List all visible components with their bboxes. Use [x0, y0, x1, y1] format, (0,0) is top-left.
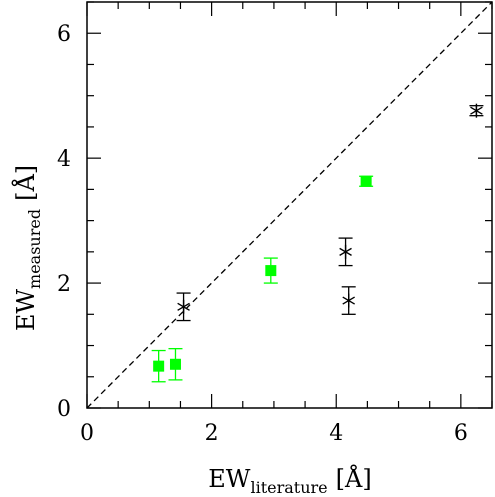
y-axis-title-group: EWmeasured [Å]	[11, 165, 44, 331]
square-marker	[153, 360, 165, 372]
x-tick-label: 2	[205, 421, 219, 446]
axis-ticks: 0 2 4 6 0 2 4 6	[57, 1, 493, 446]
asterisk-stroke	[339, 247, 352, 256]
x-tick-label: 4	[329, 421, 343, 446]
data-point-square	[151, 349, 166, 383]
data-point-square	[168, 348, 183, 381]
y-tick-label: 0	[57, 397, 71, 422]
data-markers	[151, 103, 484, 383]
square-marker	[169, 358, 181, 370]
asterisk-stroke	[342, 296, 355, 305]
x-tick-label: 0	[80, 421, 94, 446]
x-tick-label: 6	[454, 421, 468, 446]
x-axis-title-main: EW	[208, 465, 251, 493]
data-point-asterisk	[338, 237, 353, 267]
plot-area	[86, 1, 493, 409]
y-axis-title-sub: measured	[25, 209, 44, 289]
x-axis-title-sub: literature	[250, 478, 327, 497]
square-marker	[360, 175, 372, 187]
y-tick-label: 4	[57, 147, 71, 172]
y-tick-label: 6	[57, 22, 71, 47]
one-to-one-reference-line	[86, 1, 493, 409]
y-axis-title: EWmeasured [Å]	[11, 165, 44, 331]
y-axis-title-unit: [Å]	[11, 165, 40, 201]
data-point-asterisk	[469, 103, 484, 118]
data-point-square	[359, 175, 374, 187]
data-point-asterisk	[176, 292, 191, 322]
x-axis-title: EWliterature [Å]	[208, 464, 371, 497]
y-axis-title-main: EW	[12, 289, 40, 332]
asterisk-stroke	[470, 106, 483, 115]
data-point-asterisk	[341, 286, 356, 315]
y-tick-label: 2	[57, 272, 71, 297]
plot-frame	[86, 1, 493, 409]
data-point-square	[263, 257, 278, 284]
asterisk-stroke	[177, 302, 190, 311]
square-marker	[265, 265, 277, 277]
x-axis-title-unit: [Å]	[336, 464, 372, 493]
